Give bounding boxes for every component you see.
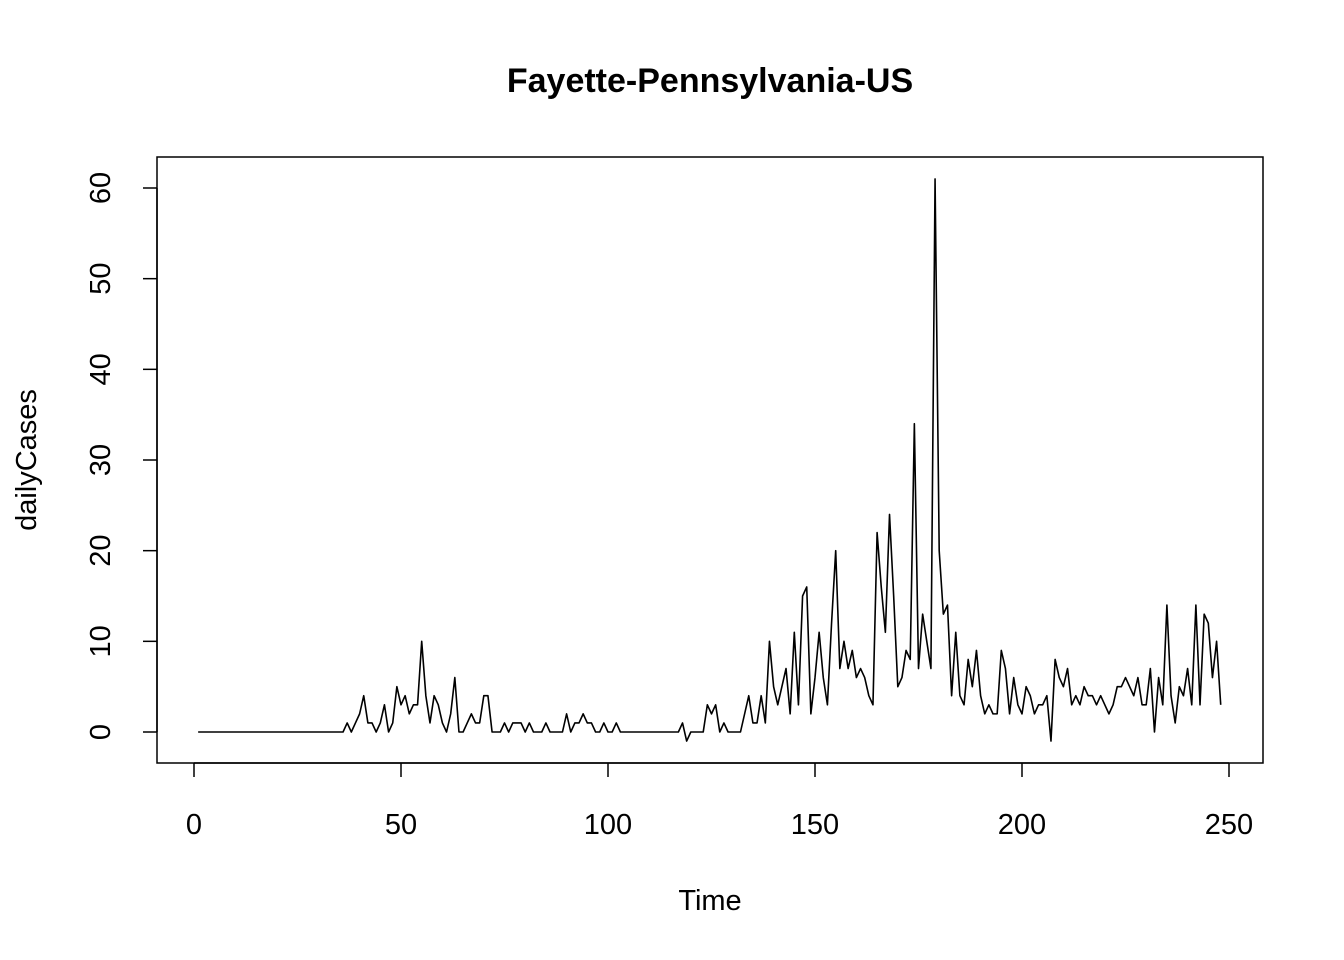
x-tick-label: 100 — [584, 809, 632, 841]
chart-title: Fayette-Pennsylvania-US — [507, 62, 913, 100]
y-tick-label: 30 — [85, 444, 117, 476]
y-tick-label: 40 — [85, 353, 117, 385]
x-tick-label: 0 — [186, 809, 202, 841]
y-tick-label: 0 — [85, 724, 117, 740]
x-tick-label: 250 — [1205, 809, 1253, 841]
series-layer — [198, 178, 1222, 742]
y-tick-label: 20 — [85, 535, 117, 567]
x-tick-label: 50 — [385, 809, 417, 841]
x-axis-label: Time — [678, 885, 741, 917]
y-tick-label: 60 — [85, 172, 117, 204]
series-line — [198, 178, 1222, 742]
plot-frame — [156, 156, 1264, 764]
y-axis: 0 10 20 30 40 50 60 — [85, 172, 158, 740]
x-tick-label: 150 — [791, 809, 839, 841]
y-tick-label: 10 — [85, 625, 117, 657]
x-tick-label: 200 — [998, 809, 1046, 841]
x-axis: 0 50 100 150 200 250 — [186, 762, 1253, 841]
y-tick-label: 50 — [85, 263, 117, 295]
y-axis-label: dailyCases — [11, 389, 43, 531]
